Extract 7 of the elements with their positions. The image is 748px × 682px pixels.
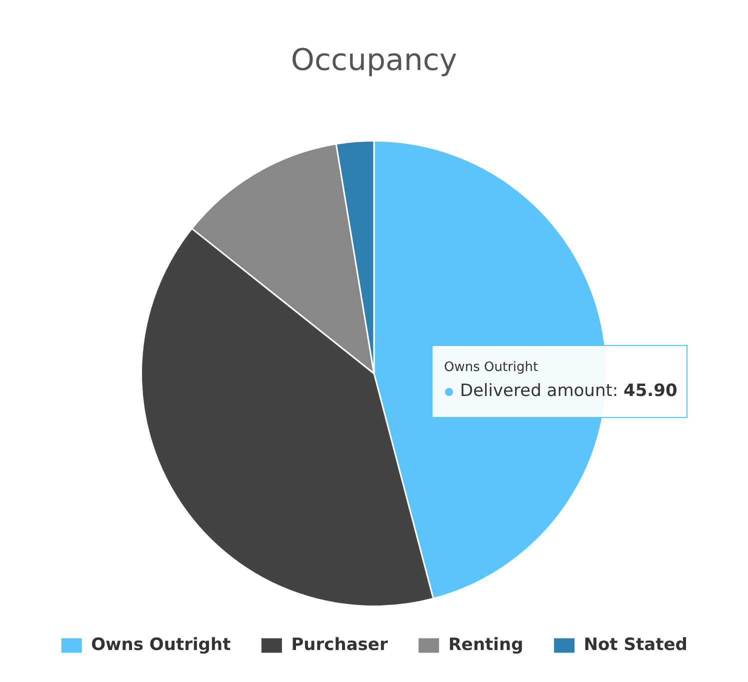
legend-label: Purchaser [291, 634, 388, 655]
legend-label: Owns Outright [91, 634, 231, 655]
chart-title: Occupancy [290, 42, 458, 78]
legend-label: Not Stated [584, 634, 688, 655]
text: Owns Outright [444, 360, 538, 375]
text: Delivered amount: 45.90 [460, 380, 678, 401]
legend-label: Renting [448, 634, 524, 655]
